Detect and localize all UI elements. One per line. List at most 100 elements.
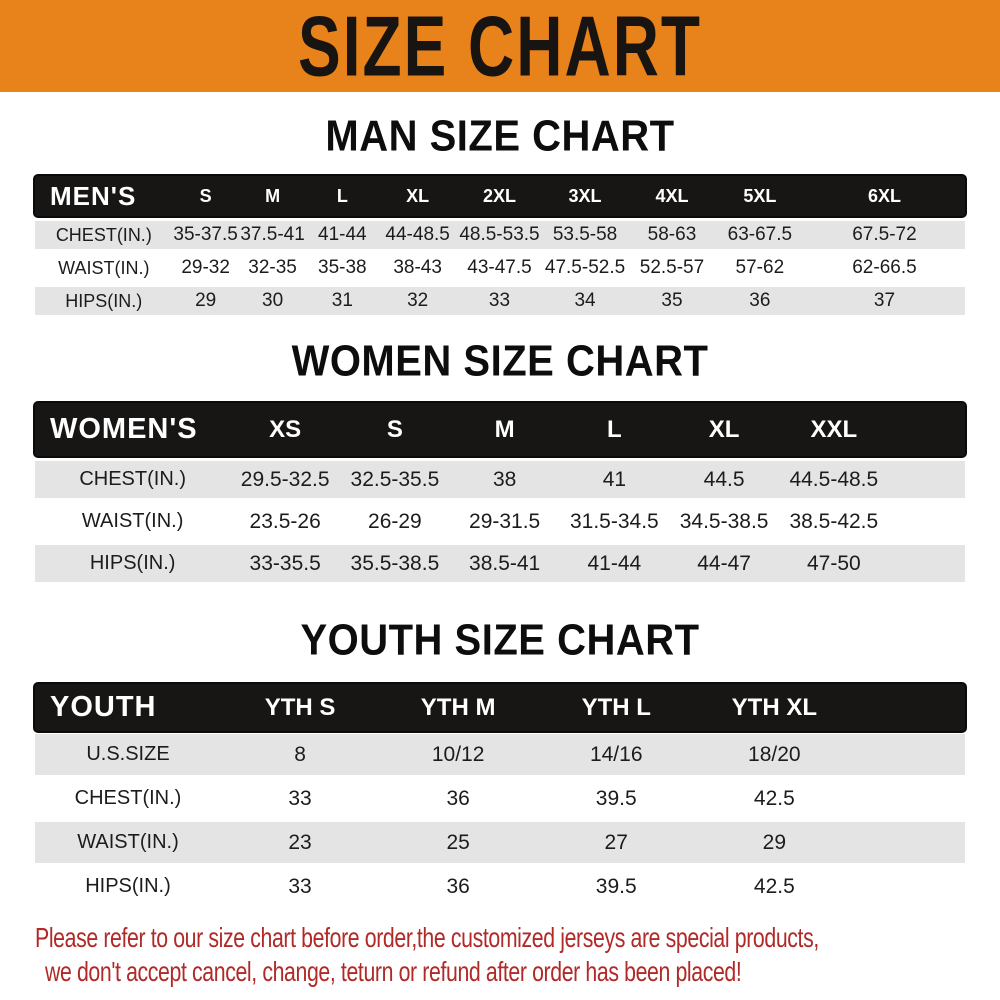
size-value-cell: 32.5-35.5 [350, 467, 440, 491]
size-value-cell: 43-47.5 [467, 257, 532, 278]
size-value-cell: 38.5-42.5 [789, 509, 879, 533]
size-value-cell: 41 [602, 467, 627, 491]
size-value-cell: 42.5 [753, 874, 795, 898]
size-chart-banner: SIZE CHART [0, 0, 1000, 94]
size-column-header: L [607, 415, 622, 443]
footer-note-line-1: Please refer to our size chart before or… [35, 922, 819, 953]
table-row: WAIST(IN.) 29-32 32-35 35-38 38-43 43-47.5 47.… [35, 254, 965, 282]
size-value-cell: 52.5-57 [639, 257, 705, 278]
size-value-cell: 35-37.5 [173, 224, 238, 245]
table-row: HIPS(IN.) 29 30 31 32 33 34 35 36 37 [35, 287, 965, 315]
men-size-table: MEN'S S M L XL 2XL 3XL 4XL 5XL 6XL CHEST(IN.) 35-37… [35, 176, 965, 315]
size-value-cell: 36 [446, 786, 470, 810]
size-value-cell: 36 [749, 290, 771, 311]
size-value-cell: 38-43 [393, 257, 442, 278]
size-value-cell: 37.5-41 [240, 224, 305, 245]
size-value-cell: 26-29 [368, 509, 422, 533]
size-column-header: YTH L [581, 693, 651, 721]
size-value-cell: 18/20 [748, 742, 801, 766]
row-label: WAIST(IN.) [81, 510, 184, 532]
size-value-cell: 35.5-38.5 [350, 551, 440, 575]
size-value-cell: 23 [288, 830, 312, 854]
footer-note: Please refer to our size chart before or… [35, 921, 980, 989]
size-value-cell: 41-44 [587, 551, 642, 575]
man-size-chart-heading: MAN SIZE CHART [325, 111, 675, 161]
size-column-header: S [386, 415, 403, 443]
size-value-cell: 31.5-34.5 [569, 509, 659, 533]
size-column-header: YTH M [420, 693, 496, 721]
youth-size-section: YOUTH SIZE CHART YOUTH YTH S YTH M YTH L YTH… [0, 616, 1000, 907]
size-value-cell: 38 [492, 467, 517, 491]
size-value-cell: 29 [762, 830, 786, 854]
size-value-cell: 29 [195, 290, 217, 311]
size-value-cell: 39.5 [595, 786, 637, 810]
size-value-cell: 29.5-32.5 [240, 467, 330, 491]
row-label: CHEST(IN.) [55, 224, 152, 245]
table-row: CHEST(IN.) 33 36 39.5 42.5 [35, 778, 965, 819]
table-row: U.S.SIZE 8 10/12 14/16 18/20 [35, 734, 965, 775]
size-column-header: 2XL [482, 185, 516, 206]
size-value-cell: 63-67.5 [727, 224, 793, 245]
row-label: WAIST(IN.) [77, 831, 179, 853]
size-value-cell: 44.5 [703, 467, 745, 491]
size-value-cell: 34 [574, 290, 596, 311]
man-size-section: MAN SIZE CHART MEN'S S M L XL 2XL 3XL 4XL 5XL 6XL… [0, 111, 1000, 315]
size-value-cell: 10/12 [431, 742, 485, 766]
size-column-header: 5XL [743, 185, 777, 206]
size-value-cell: 14/16 [589, 742, 643, 766]
size-column-header: XXL [810, 415, 858, 443]
size-value-cell: 44-47 [697, 551, 751, 575]
size-value-cell: 67.5-72 [852, 224, 917, 245]
row-label: U.S.SIZE [86, 743, 170, 765]
size-value-cell: 42.5 [753, 786, 795, 810]
size-value-cell: 27 [604, 830, 628, 854]
size-column-header: M [494, 415, 515, 443]
table-row: CHEST(IN.) 35-37.5 37.5-41 41-44 44-48.5 48.5… [35, 221, 965, 249]
size-value-cell: 29-32 [181, 257, 230, 278]
size-value-cell: 58-63 [647, 224, 697, 245]
size-table-header-row: WOMEN'S XS S M L XL XXL [35, 403, 965, 456]
footer-note-line-2: we don't accept cancel, change, teturn o… [45, 956, 742, 987]
size-value-cell: 33 [288, 786, 312, 810]
size-value-cell: 35 [661, 290, 683, 311]
size-column-header: XS [269, 415, 302, 443]
women-size-table: WOMEN'S XS S M L XL XXL CHEST(IN.) 29.5-32.5 32.5… [35, 403, 965, 582]
size-column-header: YTH S [264, 693, 336, 721]
size-column-header: S [199, 185, 212, 206]
size-value-cell: 47.5-52.5 [544, 257, 626, 278]
table-row: HIPS(IN.) 33 36 39.5 42.5 [35, 866, 965, 907]
size-value-cell: 48.5-53.5 [459, 224, 540, 245]
size-table-header-row: YOUTH YTH S YTH M YTH L YTH XL [35, 684, 965, 731]
row-label: HIPS(IN.) [85, 875, 171, 897]
size-value-cell: 8 [294, 742, 306, 766]
size-column-header: 4XL [655, 185, 689, 206]
size-value-cell: 44-48.5 [385, 224, 450, 245]
size-value-cell: 39.5 [595, 874, 637, 898]
size-column-header: L [336, 185, 348, 206]
women-size-chart-heading: WOMEN SIZE CHART [291, 336, 709, 386]
size-value-cell: 62-66.5 [852, 257, 917, 278]
size-value-cell: 53.5-58 [552, 224, 618, 245]
row-label: WAIST(IN.) [58, 257, 150, 278]
size-value-cell: 33-35.5 [249, 551, 321, 575]
youth-size-table: YOUTH YTH S YTH M YTH L YTH XL U.S.SIZE 8 10/12… [35, 684, 965, 907]
table-corner-label: YOUTH [50, 691, 157, 723]
size-column-header: 6XL [867, 185, 901, 206]
table-row: WAIST(IN.) 23 25 27 29 [35, 822, 965, 863]
table-row: CHEST(IN.) 29.5-32.5 32.5-35.5 38 41 44.5 44.5… [35, 461, 965, 498]
table-row: HIPS(IN.) 33-35.5 35.5-38.5 38.5-41 41-44 44-… [35, 545, 965, 582]
size-value-cell: 38.5-41 [469, 551, 541, 575]
size-value-cell: 44.5-48.5 [789, 467, 879, 491]
size-value-cell: 32-35 [248, 257, 297, 278]
banner-title: SIZE CHART [298, 0, 702, 95]
size-value-cell: 33 [288, 874, 312, 898]
table-corner-label: MEN'S [50, 180, 137, 211]
row-label: HIPS(IN.) [89, 552, 176, 574]
row-label: CHEST(IN.) [74, 787, 182, 809]
table-corner-label: WOMEN'S [50, 413, 198, 445]
size-value-cell: 29-31.5 [469, 509, 541, 533]
size-column-header: M [265, 185, 281, 206]
size-value-cell: 37 [873, 290, 896, 311]
size-column-header: XL [708, 415, 740, 443]
